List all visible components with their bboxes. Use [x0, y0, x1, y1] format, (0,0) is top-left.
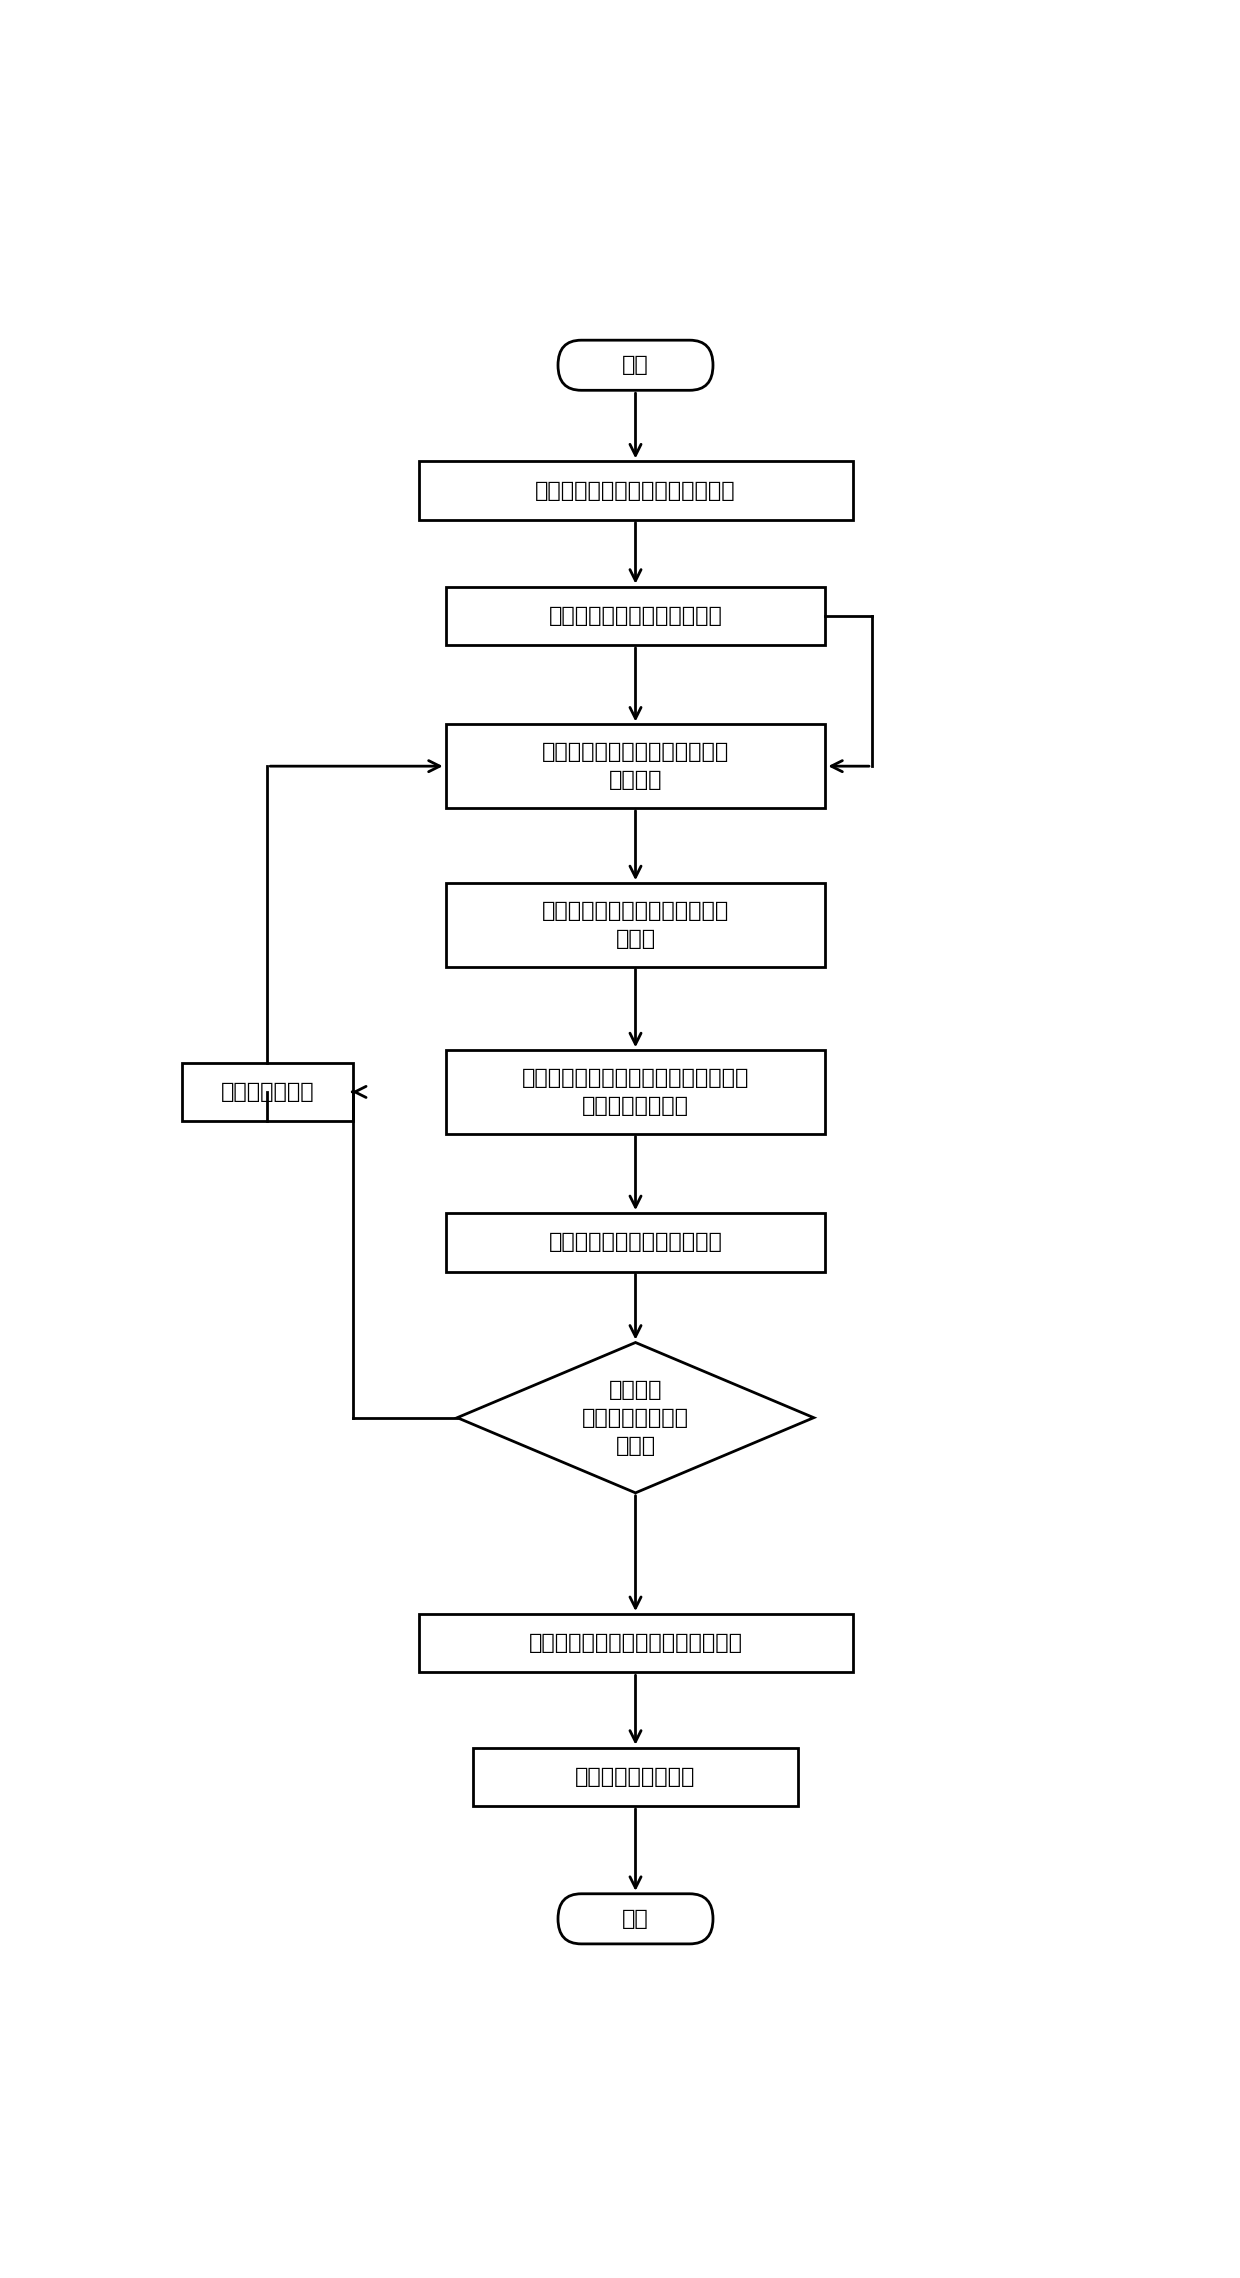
FancyBboxPatch shape [558, 339, 713, 390]
Text: 变换标准件位置: 变换标准件位置 [221, 1082, 314, 1103]
Bar [472, 1747, 799, 1806]
Polygon shape [458, 1342, 813, 1492]
Text: 记录每个称重传感器的输出值: 记录每个称重传感器的输出值 [548, 1232, 723, 1253]
Text: 解出总体最小二乘解: 解出总体最小二乘解 [575, 1768, 696, 1786]
Bar [445, 884, 826, 966]
Text: 将标准件质心坐标转换到质心测量设备
测量基准坐标系下: 将标准件质心坐标转换到质心测量设备 测量基准坐标系下 [522, 1068, 749, 1116]
Bar [419, 460, 853, 519]
FancyBboxPatch shape [558, 1893, 713, 1943]
Text: 拟合坐标系特征要素建立标准件
坐标系: 拟合坐标系特征要素建立标准件 坐标系 [542, 900, 729, 950]
Bar [445, 724, 826, 809]
Text: 激光跟踪仪采集标准件的坐标系
特征要素: 激光跟踪仪采集标准件的坐标系 特征要素 [542, 743, 729, 790]
Text: 建立质心测量设备测量基准坐标系: 建立质心测量设备测量基准坐标系 [536, 481, 735, 501]
Text: 根据静力矩平衡原理建立超定方程组: 根据静力矩平衡原理建立超定方程组 [528, 1633, 743, 1654]
Text: 将标准件加载到质心测量台上: 将标准件加载到质心测量台上 [548, 606, 723, 626]
Bar [182, 1062, 352, 1121]
Bar [445, 1050, 826, 1134]
Text: 开始: 开始 [622, 355, 649, 376]
Text: 是否完成
规定次数的标准件
测量？: 是否完成 规定次数的标准件 测量？ [582, 1380, 689, 1456]
Text: 结束: 结束 [622, 1909, 649, 1929]
Bar [419, 1613, 853, 1672]
Bar [445, 1212, 826, 1271]
Bar [445, 588, 826, 645]
